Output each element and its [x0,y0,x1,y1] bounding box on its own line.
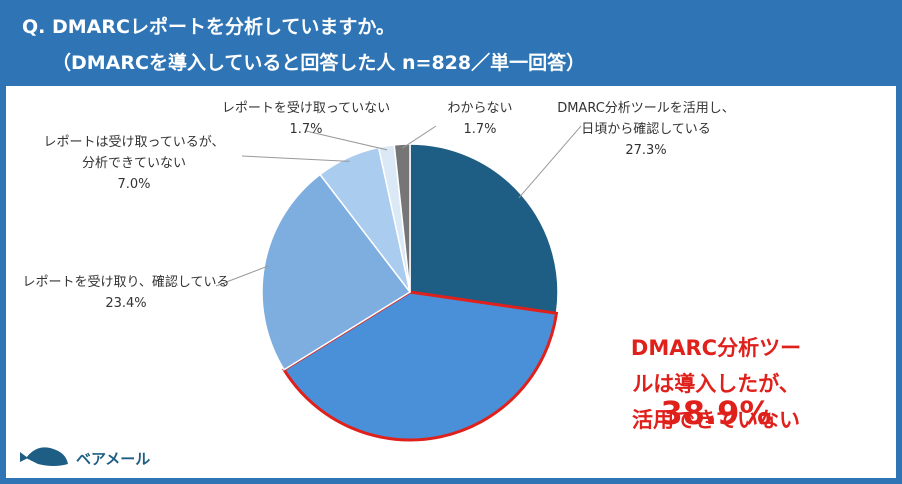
chart-panel: ベアメール DMARC分析ツールを活用し、 日頃から確認している 27.3% DMA… [6,86,896,478]
highlight-label: DMARC分析ツールは導入したが、 活用できていない [630,336,802,432]
pie-slice [393,143,411,293]
pie-slice [281,290,559,442]
logo-icon [20,447,68,466]
slice-value: 1.7% [289,122,323,137]
pie-slice [409,143,559,315]
slice-value: 23.4% [105,296,147,311]
slice-label: レポートは受け取っているが、 分析できていない [43,135,225,171]
slice-value: 7.0% [117,177,151,192]
leader-line [518,125,582,199]
title: Q. DMARCレポートを分析していますか。 [22,16,395,38]
slice-label: DMARC分析ツールを活用し、 日頃から確認している [557,101,735,137]
leader-line [402,125,437,149]
slice-value: 1.7% [463,122,497,137]
highlight-value: 38.9% [660,394,772,432]
pie-slice [261,173,412,371]
slice-label: レポートを受け取っていない [221,101,391,116]
leader-line [305,130,388,151]
subtitle: （DMARCを導入していると回答した人 n=828／単一回答） [52,52,586,74]
slice-value: 27.3% [625,143,667,158]
slice-label: レポートを受け取り、確認している [22,275,230,290]
logo-text: ベアメール [76,450,150,468]
leader-line [241,155,350,162]
leader-line [215,265,269,287]
chart: ベアメール [20,125,582,468]
slice-label: わからない [447,101,513,116]
